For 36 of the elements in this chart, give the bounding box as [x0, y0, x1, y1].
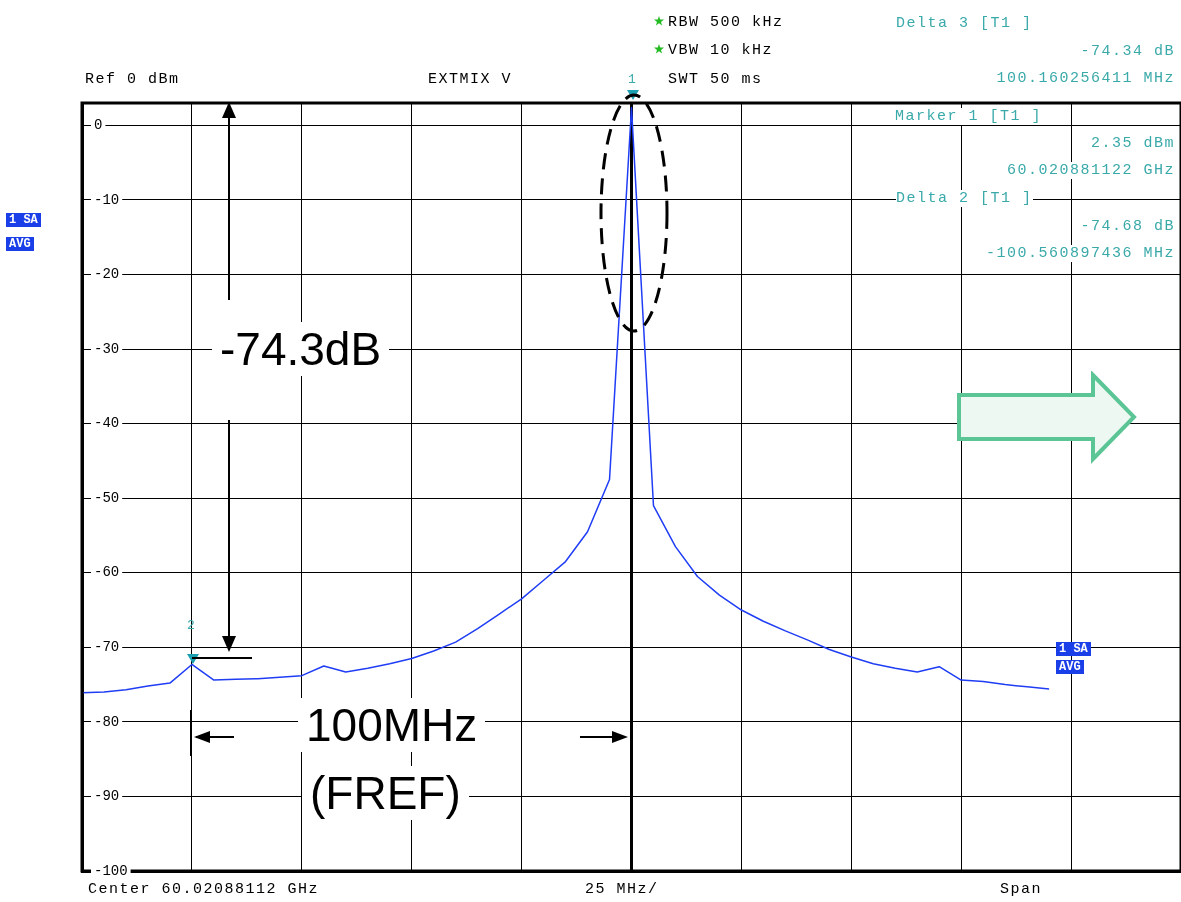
- y-tick-label: -20: [93, 266, 120, 283]
- text: -74.34 dB: [1080, 43, 1175, 60]
- annotation: (FREF): [302, 766, 469, 820]
- y-tick-label: -60: [93, 564, 120, 581]
- y-tick-label: -80: [93, 713, 120, 730]
- annotation: 100MHz: [298, 698, 486, 752]
- annotation: -100.560897436 MHz: [985, 245, 1175, 262]
- text: AVG: [6, 237, 34, 251]
- text: RBW 500 kHz: [668, 14, 784, 31]
- text: 1 SA: [6, 213, 41, 227]
- y-tick-label: -50: [93, 489, 120, 506]
- annotation: Delta 2 [T1 ]: [896, 190, 1033, 207]
- y-tick-label: 0: [94, 117, 103, 134]
- y-tick-label: -30: [93, 340, 120, 357]
- annotation: 60.020881122 GHz: [1006, 162, 1175, 179]
- text: 1: [628, 72, 636, 87]
- text: 100.160256411 MHz: [996, 70, 1175, 87]
- text: Span: [1000, 881, 1043, 898]
- annotation: AVG: [1056, 660, 1084, 674]
- annotation: 1 SA: [1056, 642, 1091, 656]
- annotation: -74.68 dB: [1080, 218, 1175, 235]
- y-tick-label: -40: [93, 415, 120, 432]
- y-tick-label: -90: [93, 788, 120, 805]
- text: Center 60.02088112 GHz: [88, 881, 320, 898]
- text: SWT 50 ms: [668, 71, 763, 88]
- text: VBW 10 kHz: [668, 42, 774, 59]
- text: Ref 0 dBm: [85, 71, 180, 88]
- annotation: 2.35 dBm: [1090, 135, 1175, 152]
- y-tick-label: -100: [94, 862, 128, 879]
- y-tick-label: -10: [93, 191, 120, 208]
- annotation: -74.3dB: [212, 322, 390, 376]
- text: EXTMIX V: [428, 71, 513, 88]
- text: Delta 3 [T1 ]: [896, 15, 1033, 32]
- text: 25 MHz/: [585, 881, 659, 898]
- annotation: Marker 1 [T1 ]: [895, 108, 1043, 125]
- y-tick-label: -70: [93, 639, 120, 656]
